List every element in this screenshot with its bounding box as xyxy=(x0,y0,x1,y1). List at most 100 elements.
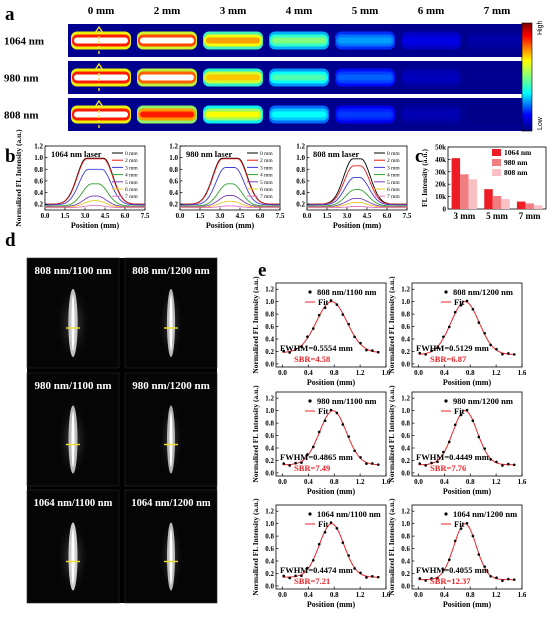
bar xyxy=(501,199,510,209)
x-tick-label: 1.6 xyxy=(382,369,391,377)
data-point xyxy=(288,464,291,467)
legend-marker xyxy=(444,290,448,294)
arrow-head-icon xyxy=(94,25,104,34)
data-point xyxy=(483,447,487,450)
x-tick-label: 0.8 xyxy=(466,591,475,599)
distance-label: 6 mm xyxy=(418,5,445,17)
x-tick-label: 0.4 xyxy=(440,591,449,599)
panel-label-e: e xyxy=(258,260,266,281)
data-point xyxy=(353,335,356,339)
series-line xyxy=(180,183,280,207)
x-axis-label: Position (mm) xyxy=(307,600,356,609)
data-point xyxy=(306,335,309,338)
y-tick-label: 50k xyxy=(435,144,446,152)
legend-entry: 3 mm xyxy=(125,165,138,171)
y-tick-label: 0.2 xyxy=(169,201,178,209)
x-tick-label: 0.4 xyxy=(304,591,313,599)
data-point xyxy=(465,521,469,525)
y-tick-label: 0.6 xyxy=(265,432,274,440)
data-point xyxy=(294,574,297,578)
legend-entry: 808 nm/1200 nm xyxy=(453,287,513,297)
y-tick-label: 1.2 xyxy=(401,286,410,294)
series-line xyxy=(307,165,407,205)
y-tick-label: 0.0 xyxy=(265,360,274,368)
legend-marker xyxy=(444,512,448,516)
series-line xyxy=(45,200,145,208)
plot-frame xyxy=(411,504,523,590)
y-tick-label: 0.2 xyxy=(34,201,43,209)
bar xyxy=(451,158,461,209)
x-tick-label: 0.0 xyxy=(414,591,423,599)
y-tick-label: 1.2 xyxy=(169,143,178,151)
x-tick-label: 0.4 xyxy=(440,478,449,486)
strip-core xyxy=(338,74,392,81)
bar xyxy=(525,203,534,209)
image-title: 980 nm/1100 nm xyxy=(34,380,111,392)
y-tick-label: 1.2 xyxy=(265,395,274,403)
x-axis-label: Position (mm) xyxy=(443,378,492,387)
series-line xyxy=(180,205,280,209)
data-point xyxy=(430,461,433,465)
sbr-annotation: SBR=4.58 xyxy=(294,354,330,364)
legend-entry: 5 mm xyxy=(260,180,273,186)
legend-entry: 5 mm xyxy=(125,180,138,186)
data-point xyxy=(495,460,498,464)
y-tick-label: 0.4 xyxy=(401,445,410,453)
x-tick-label: 0.0 xyxy=(414,369,423,377)
x-tick-label: 0.4 xyxy=(304,369,313,377)
x-tick-label: 0.0 xyxy=(303,212,312,220)
strip-core xyxy=(206,111,260,118)
panel-label-c: c xyxy=(415,146,423,167)
data-point xyxy=(300,461,303,464)
y-tick-label: 0.4 xyxy=(265,445,274,453)
legend-entry: 1064 nm/1100 nm xyxy=(317,509,381,519)
y-tick-label: 0.6 xyxy=(265,323,274,331)
x-axis-label: Position (mm) xyxy=(71,221,120,230)
data-point xyxy=(501,464,504,467)
legend-entry: 980 nm xyxy=(504,158,528,167)
data-point xyxy=(507,577,510,581)
vessel-core xyxy=(71,528,75,585)
x-tick-label: 0.0 xyxy=(278,478,287,486)
strip-core xyxy=(470,74,524,81)
data-point xyxy=(442,450,445,454)
strip-core xyxy=(206,37,260,44)
data-point xyxy=(501,579,504,583)
fluorescence-image: 808 nm/1200 nm xyxy=(124,257,218,369)
data-point xyxy=(317,313,321,317)
legend-entry: 1064 nm/1200 nm xyxy=(453,509,517,519)
data-point xyxy=(341,313,345,316)
data-point xyxy=(371,349,374,352)
data-point xyxy=(311,327,315,330)
data-point xyxy=(512,578,516,581)
data-point xyxy=(341,423,345,426)
data-point xyxy=(495,347,498,351)
legend-entry: 3 mm xyxy=(260,165,273,171)
legend-swatch xyxy=(492,169,501,176)
x-tick-label: 1.6 xyxy=(518,478,527,486)
strip-core xyxy=(206,74,260,81)
legend-entry: 2 mm xyxy=(125,158,138,164)
strip-core xyxy=(404,74,458,81)
x-tick-label: 0.0 xyxy=(414,478,423,486)
x-tick-label: 0.0 xyxy=(176,212,185,220)
sbr-annotation: SBR=7.76 xyxy=(430,463,466,473)
panel-label-b: b xyxy=(5,146,16,167)
data-point xyxy=(335,527,339,530)
strip-core xyxy=(272,111,326,118)
x-axis-label: Position (mm) xyxy=(307,487,356,496)
data-point xyxy=(376,350,380,354)
legend-entry: 6 mm xyxy=(387,187,400,193)
bar xyxy=(468,179,478,209)
data-point xyxy=(294,347,297,351)
y-tick-label: 0.6 xyxy=(296,177,305,185)
strip-core xyxy=(272,37,326,44)
data-point xyxy=(347,435,351,438)
data-point xyxy=(453,539,457,543)
legend-entry: Fit xyxy=(318,297,329,307)
y-tick-label: 1.2 xyxy=(401,395,410,403)
image-title: 1064 nm/1100 nm xyxy=(34,498,113,509)
fluorescence-image: 980 nm/1100 nm xyxy=(26,372,120,487)
